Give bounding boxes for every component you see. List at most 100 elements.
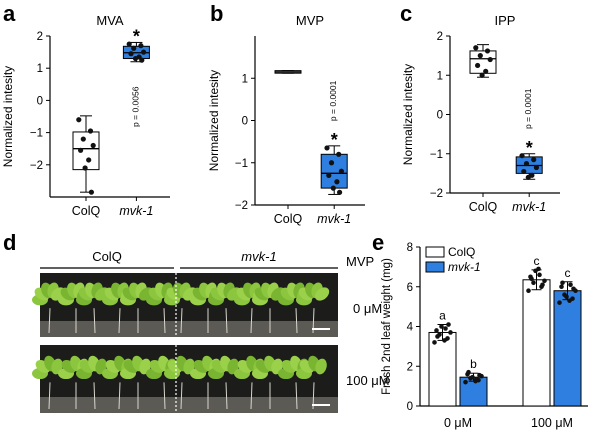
seedling-root: [295, 308, 298, 334]
x-tick-label: mvk-1: [512, 200, 546, 214]
data-point: [336, 151, 342, 157]
data-point: [443, 326, 448, 331]
data-point: [139, 57, 145, 63]
data-point: [435, 334, 440, 339]
data-point: [470, 374, 475, 380]
y-tick-label: −1: [430, 149, 443, 161]
treatment-header: MVP: [346, 254, 374, 269]
data-point: [521, 168, 527, 175]
bar-mvk-1: [553, 290, 582, 407]
data-point: [80, 136, 86, 142]
panel-label-b: b: [210, 1, 224, 26]
data-point: [487, 56, 493, 63]
row-label-100um: 100 μM: [346, 373, 390, 388]
data-point: [138, 43, 144, 49]
data-point: [536, 266, 541, 272]
x-tick-label: mvk-1: [317, 212, 351, 226]
seedling-photo-100um: [32, 345, 338, 413]
x-tick-label: 100 μM: [531, 416, 573, 430]
y-axis-label: Normalized intesity: [207, 70, 221, 171]
bar-ColQ: [428, 331, 457, 407]
data-point: [479, 72, 485, 78]
data-point: [446, 322, 451, 327]
data-point: [78, 147, 84, 153]
y-tick-label: 2: [407, 361, 413, 373]
data-point: [90, 142, 96, 149]
data-point: [442, 338, 447, 343]
significance-star: *: [133, 26, 140, 46]
y-tick-label: 1: [437, 70, 443, 82]
agar-surface: [40, 397, 338, 413]
data-point: [76, 117, 82, 123]
chart-title: IPP: [495, 13, 516, 28]
legend-swatch: [425, 261, 445, 273]
data-point: [560, 280, 565, 286]
y-tick-label: 0: [437, 110, 443, 122]
chart-c: IPP 2 1 0 −1 −2 Normalized intesity ColQ mvk-1 * p…: [401, 13, 560, 214]
data-point: [483, 68, 489, 74]
seedling-root: [180, 308, 183, 334]
y-tick-label: 0: [242, 116, 248, 128]
x-tick-label: 0 μM: [444, 416, 472, 430]
data-point: [338, 168, 344, 174]
data-point: [439, 324, 444, 329]
p-value-label: p = 0.0056: [130, 86, 140, 127]
y-tick-label: 0: [37, 95, 43, 107]
panel-label-a: a: [3, 1, 16, 26]
data-point: [324, 145, 330, 151]
agar-surface: [40, 321, 338, 337]
data-point: [484, 48, 491, 54]
significance-letter: b: [470, 357, 477, 371]
seedling-root: [93, 382, 96, 410]
seedling-root: [118, 308, 121, 334]
panel-label-d: d: [3, 230, 17, 255]
data-point: [473, 45, 479, 51]
y-axis-label: Normalized intesity: [1, 66, 15, 167]
y-tick-label: 6: [407, 282, 413, 294]
data-point: [523, 160, 530, 167]
data-point: [131, 45, 137, 51]
data-point: [473, 378, 478, 384]
y-tick-label: −1: [30, 128, 43, 140]
seedling-photo-0um: [32, 273, 338, 337]
chart-b: MVP 1 0 −1 −2 Normalized intesity ColQ mvk-1 * p …: [207, 13, 365, 226]
y-axis-label: Normalized intesity: [401, 64, 415, 165]
panel-label-c: c: [400, 1, 413, 26]
data-point: [132, 55, 139, 62]
y-axis-label: Fresh 2nd leaf weight (mg): [381, 258, 393, 395]
seedling-root: [180, 382, 183, 410]
significance-star: *: [526, 138, 533, 158]
data-point: [330, 185, 336, 191]
data-point: [564, 294, 569, 299]
data-point: [531, 280, 536, 286]
data-point: [559, 284, 564, 290]
data-point: [328, 160, 335, 166]
data-point: [466, 369, 471, 375]
seedling-root: [250, 382, 253, 410]
y-tick-label: 4: [407, 322, 414, 334]
data-point: [86, 157, 92, 163]
data-point: [87, 128, 94, 134]
data-point: [529, 276, 534, 282]
data-point: [337, 189, 343, 195]
data-point: [477, 53, 483, 59]
box-ColQ: [72, 131, 100, 171]
data-point: [126, 41, 132, 47]
data-point: [540, 282, 545, 288]
row-label-0um: 0 μM: [353, 301, 382, 316]
legend-label: ColQ: [448, 245, 475, 259]
x-tick-label: mvk-1: [119, 204, 153, 218]
legend-label: mvk-1: [448, 260, 481, 274]
x-tick-label: ColQ: [274, 212, 303, 226]
data-point: [571, 286, 576, 292]
seedling-root: [93, 308, 96, 334]
data-point: [568, 282, 573, 288]
seedling-root: [163, 382, 166, 410]
data-point: [477, 372, 482, 378]
data-point: [525, 174, 531, 180]
seedling-leaf: [315, 287, 330, 301]
data-point: [531, 157, 537, 163]
y-tick-label: −2: [30, 160, 43, 172]
data-point: [448, 330, 453, 335]
